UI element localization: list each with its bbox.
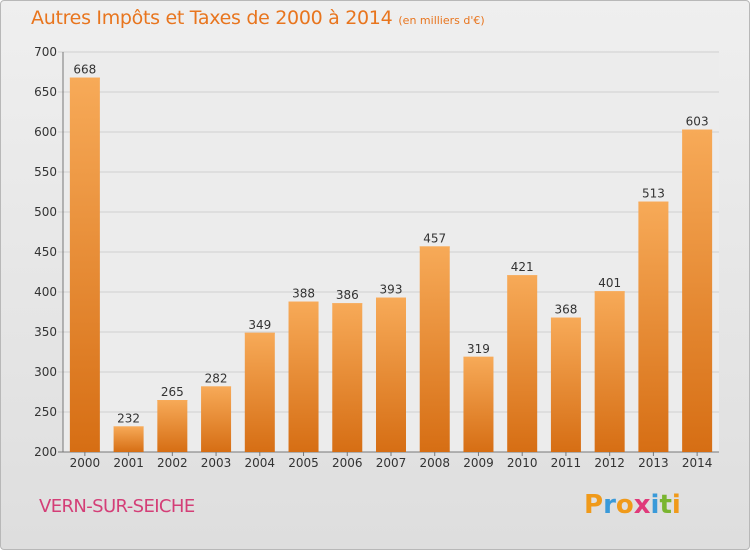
chart-subtitle: (en milliers d'€) [398, 14, 485, 27]
label-layer: 668 232 265 282 349 388 386 393 457 319 421 368 401 5… [73, 63, 708, 426]
bar [201, 386, 232, 452]
axis-layer: 200 250 300 350 400 450 500 550 600 650 700 2000 200… [34, 45, 719, 470]
data-label: 386 [336, 288, 359, 302]
bar [507, 275, 538, 452]
x-tick-label: 2012 [594, 456, 625, 470]
x-tick-label: 2005 [288, 456, 319, 470]
bar [288, 301, 319, 452]
logo-letter: r [603, 490, 616, 520]
logo-letter: i [650, 490, 660, 520]
logo-letter: i [671, 490, 681, 520]
data-label: 232 [117, 411, 140, 425]
data-label: 457 [423, 231, 446, 245]
x-tick-label: 2014 [682, 456, 713, 470]
logo-letter: P [584, 490, 604, 520]
data-label: 668 [73, 63, 96, 77]
y-tick-label: 650 [34, 85, 57, 99]
data-label: 393 [380, 283, 403, 297]
bar-layer [69, 77, 713, 452]
bar-chart: 200 250 300 350 400 450 500 550 600 650 700 2000 200… [34, 45, 719, 470]
logo-letter: t [659, 490, 672, 520]
x-tick-label: 2000 [70, 456, 101, 470]
x-tick-label: 2003 [201, 456, 232, 470]
chart-title-text: Autres Impôts et Taxes de 2000 à 2014 [31, 7, 393, 29]
proxiti-logo: Proxiti [584, 490, 681, 520]
data-label: 603 [686, 115, 709, 129]
bar [638, 201, 669, 452]
y-tick-label: 550 [34, 165, 57, 179]
x-tick-label: 2013 [638, 456, 669, 470]
city-name: VERN-SUR-SEICHE [39, 496, 195, 517]
data-label: 349 [248, 318, 271, 332]
bar [69, 77, 100, 452]
bar [594, 291, 625, 452]
y-tick-label: 200 [34, 445, 57, 459]
x-tick-label: 2002 [157, 456, 188, 470]
y-tick-label: 400 [34, 285, 57, 299]
logo-letter: o [615, 490, 634, 520]
data-label: 401 [598, 276, 621, 290]
x-tick-label: 2011 [551, 456, 582, 470]
bar [463, 356, 494, 452]
data-label: 319 [467, 342, 490, 356]
data-label: 421 [511, 260, 534, 274]
x-tick-label: 2010 [507, 456, 538, 470]
bar [376, 297, 406, 452]
x-tick-label: 2007 [376, 456, 407, 470]
bar [244, 332, 275, 452]
data-label: 388 [292, 287, 315, 301]
x-tick-label: 2009 [463, 456, 494, 470]
logo-letter: x [633, 490, 651, 520]
bar [550, 317, 581, 452]
y-tick-label: 350 [34, 325, 57, 339]
y-tick-label: 500 [34, 205, 57, 219]
x-tick-label: 2008 [419, 456, 450, 470]
bar [682, 129, 713, 452]
y-tick-label: 250 [34, 405, 57, 419]
bar [113, 426, 144, 452]
y-tick-label: 600 [34, 125, 57, 139]
bar [157, 400, 188, 452]
bar [332, 303, 363, 452]
x-tick-label: 2001 [113, 456, 144, 470]
data-label: 282 [205, 371, 228, 385]
y-tick-label: 300 [34, 365, 57, 379]
data-label: 513 [642, 187, 665, 201]
y-tick-label: 450 [34, 245, 57, 259]
x-tick-label: 2006 [332, 456, 363, 470]
data-label: 265 [161, 385, 184, 399]
x-tick-label: 2004 [245, 456, 276, 470]
y-tick-label: 700 [34, 45, 57, 59]
chart-title: Autres Impôts et Taxes de 2000 à 2014 (en… [31, 7, 485, 29]
bar [419, 246, 450, 452]
data-label: 368 [554, 303, 577, 317]
